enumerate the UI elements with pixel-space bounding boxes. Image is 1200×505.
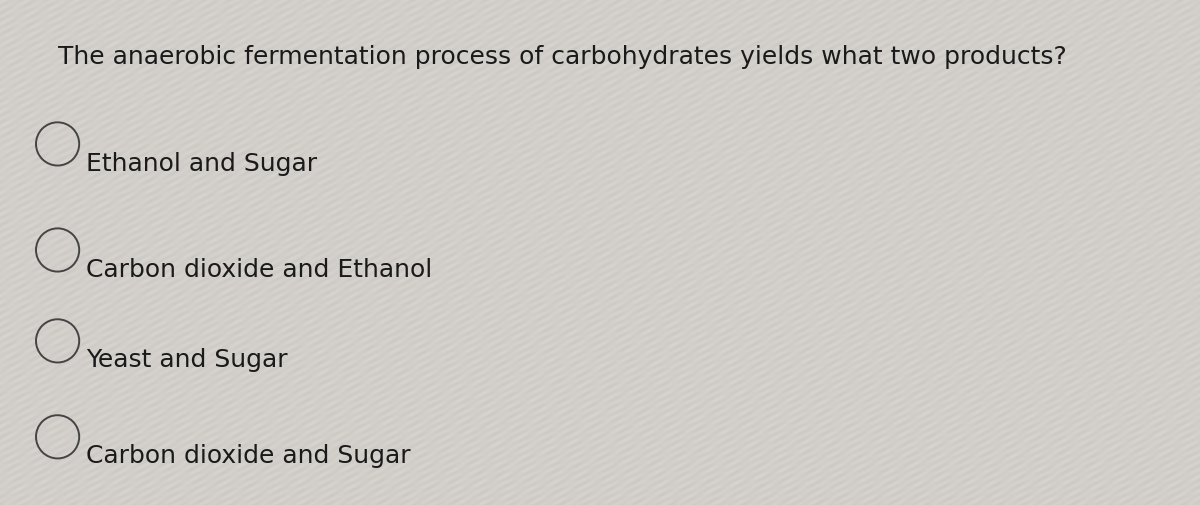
Text: Carbon dioxide and Sugar: Carbon dioxide and Sugar xyxy=(86,444,412,469)
Text: Yeast and Sugar: Yeast and Sugar xyxy=(86,348,288,373)
Text: The anaerobic fermentation process of carbohydrates yields what two products?: The anaerobic fermentation process of ca… xyxy=(58,45,1067,70)
Text: Ethanol and Sugar: Ethanol and Sugar xyxy=(86,152,318,176)
Text: Carbon dioxide and Ethanol: Carbon dioxide and Ethanol xyxy=(86,258,433,282)
